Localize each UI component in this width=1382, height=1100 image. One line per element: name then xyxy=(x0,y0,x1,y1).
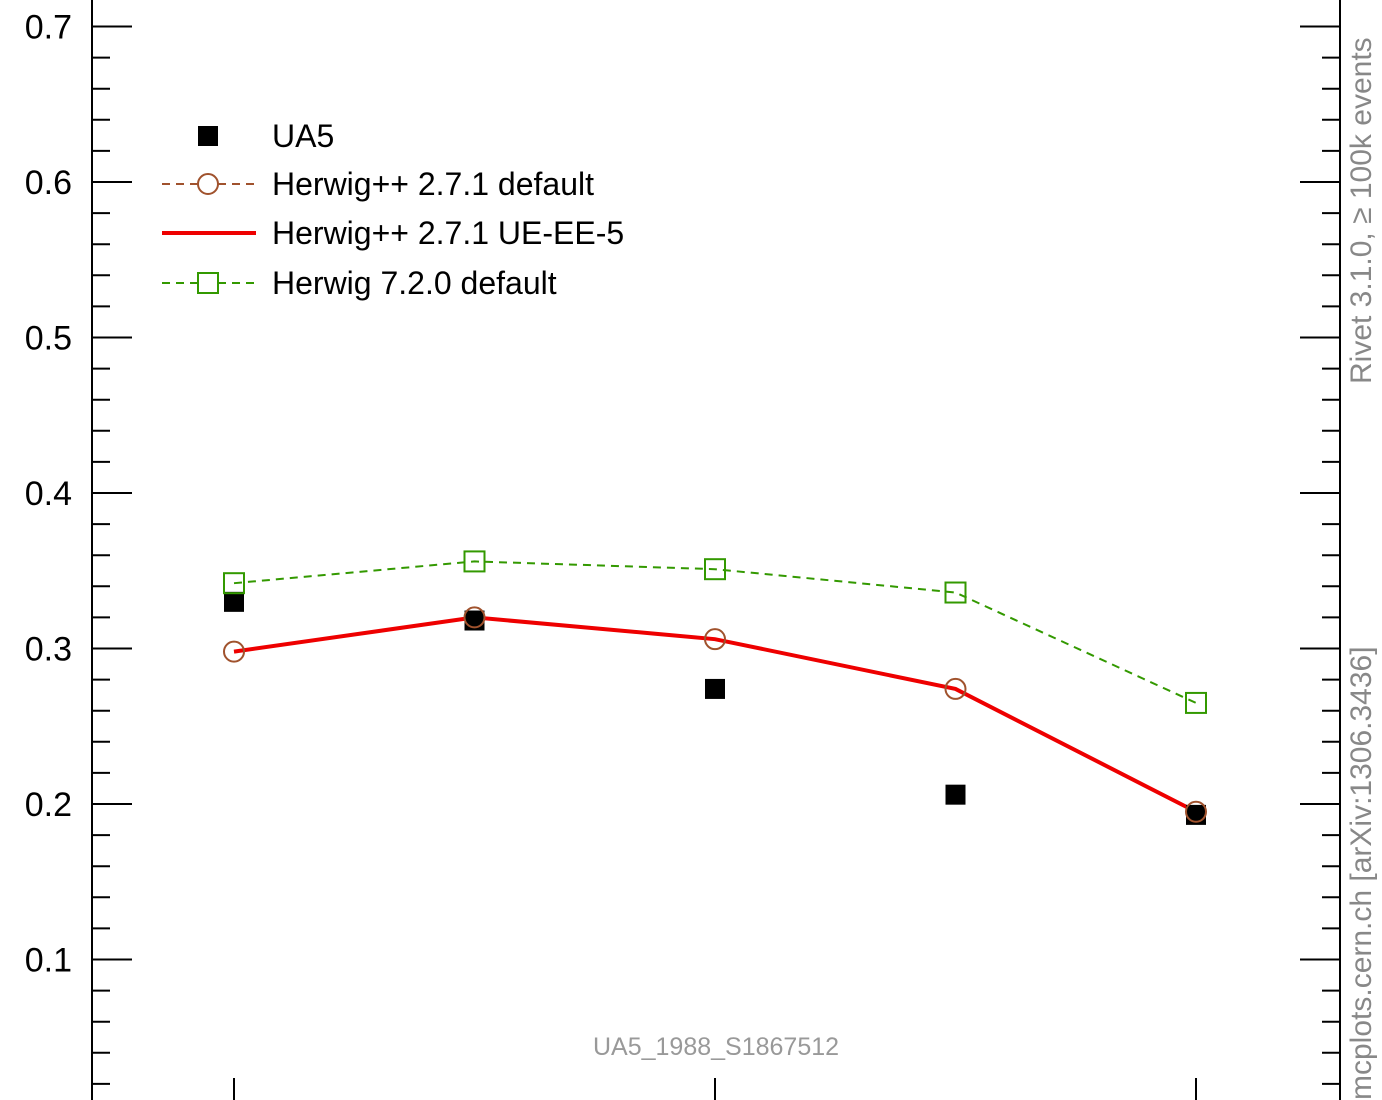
x-axis-ticks xyxy=(233,1078,1197,1100)
herwig7-point xyxy=(463,550,486,573)
herwig7-point xyxy=(223,572,245,595)
legend-herwigpp-ue-ee5-label: Herwig++ 2.7.1 UE-EE-5 xyxy=(272,215,624,251)
legend: UA5 Herwig++ 2.7.1 default Herwig++ 2.7.1 … xyxy=(162,118,624,301)
herwigpp-default-point xyxy=(463,606,486,629)
legend-herwigpp-default-label: Herwig++ 2.7.1 default xyxy=(272,166,594,202)
legend-ua5-label: UA5 xyxy=(272,118,334,154)
ua5-data-point xyxy=(224,591,244,612)
y-tick-label: 0.3 xyxy=(25,631,72,669)
legend-herwig7-label: Herwig 7.2.0 default xyxy=(272,265,557,301)
y-tick-label: 0.7 xyxy=(25,9,72,47)
mcplots-reference-label: mcplots.cern.ch [arXiv:1306.3436] xyxy=(1345,646,1378,1100)
herwig7-line xyxy=(233,560,1197,704)
legend-herwig7-marker xyxy=(197,272,219,294)
herwigpp-default-point xyxy=(1185,800,1207,823)
legend-ua5-marker xyxy=(198,126,218,146)
y-axis-ticks: 0.1 0.2 0.3 0.4 0.5 0.6 0.7 xyxy=(25,9,1340,1085)
y-tick-label: 0.1 xyxy=(25,942,72,980)
ua5-data-point xyxy=(705,678,725,699)
herwigpp-default-line xyxy=(233,616,1197,813)
herwig7-point xyxy=(944,581,967,604)
herwigpp-ue-ee5-line xyxy=(233,615,1197,814)
y-tick-label: 0.6 xyxy=(25,164,72,202)
herwigpp-default-point xyxy=(223,640,245,663)
herwigpp-default-point xyxy=(704,628,726,651)
herwig7-point xyxy=(1185,691,1207,714)
y-tick-label: 0.4 xyxy=(25,475,72,513)
legend-herwigpp-default-marker xyxy=(197,173,219,195)
ua5-data-point xyxy=(945,784,966,805)
rivet-version-label: Rivet 3.1.0, ≥ 100k events xyxy=(1345,37,1378,384)
herwig7-point xyxy=(704,558,726,581)
y-tick-label: 0.5 xyxy=(25,320,72,358)
series-layer xyxy=(223,550,1207,825)
herwigpp-default-point xyxy=(944,677,967,700)
plot-frame xyxy=(91,0,1341,1100)
y-tick-label: 0.2 xyxy=(25,786,72,824)
analysis-label: UA5_1988_S1867512 xyxy=(593,1033,839,1061)
